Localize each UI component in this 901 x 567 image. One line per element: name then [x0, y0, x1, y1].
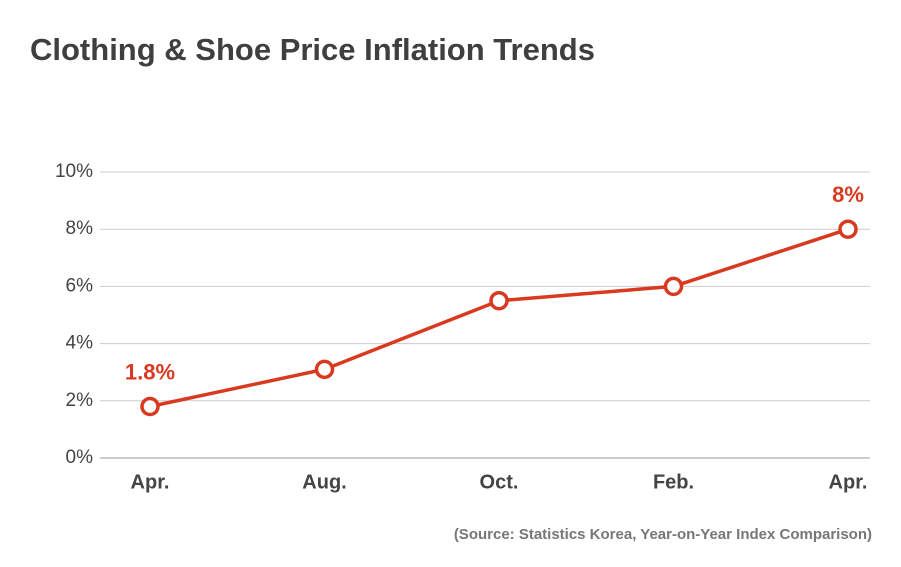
point: [489, 290, 509, 311]
source-note: (Source: Statistics Korea, Year-on-Year …: [454, 526, 872, 543]
y-tick-label: 2%: [66, 390, 94, 411]
point: [314, 359, 335, 380]
y-tick-label: 0%: [66, 447, 94, 468]
y-tick-label: 6%: [66, 275, 94, 296]
value-label: 1.8%: [125, 359, 175, 384]
x-tick-label: Feb.: [653, 471, 694, 493]
y-tick-label: 8%: [66, 218, 94, 239]
point: [663, 276, 684, 297]
point: [838, 219, 858, 239]
chart-title: Clothing & Shoe Price Inflation Trends: [30, 32, 595, 67]
x-tick-label: Apr.: [829, 471, 868, 493]
x-tick-label: Oct.: [480, 471, 519, 493]
y-tick-label: 10%: [55, 161, 93, 182]
point: [140, 396, 160, 417]
x-tick-label: Apr.: [131, 471, 170, 493]
y-tick-label: 4%: [66, 333, 94, 354]
value-label: 8%: [832, 182, 864, 207]
x-tick-label: Aug.: [302, 471, 346, 493]
line: [149, 227, 849, 409]
